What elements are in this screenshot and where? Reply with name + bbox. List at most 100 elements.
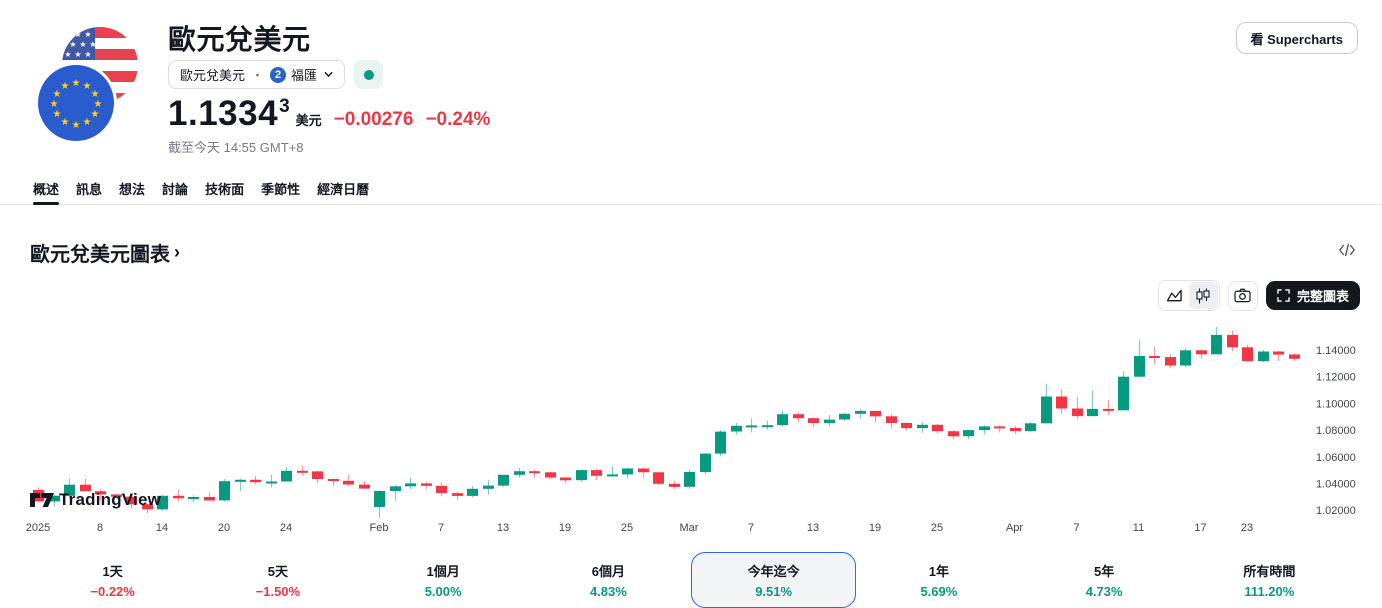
candle-body bbox=[607, 474, 618, 477]
area-chart-icon[interactable] bbox=[1160, 282, 1189, 309]
svg-text:★: ★ bbox=[69, 40, 76, 49]
candle-body bbox=[142, 504, 153, 510]
candlestick-chart[interactable]: 1.14000 1.12000 1.10000 1.08000 1.06000 1.040… bbox=[0, 300, 1382, 545]
source-separator: ・ bbox=[251, 68, 265, 83]
full-chart-label: 完整圖表 bbox=[1296, 289, 1349, 304]
x-axis-label: 23 bbox=[1241, 522, 1253, 534]
candle-body bbox=[917, 424, 928, 429]
page-title: 歐元兌美元 bbox=[168, 24, 311, 55]
price-currency: 美元 bbox=[295, 113, 322, 128]
svg-text:★: ★ bbox=[74, 30, 81, 39]
candle-body bbox=[95, 491, 106, 495]
range-label: 5天 bbox=[267, 564, 288, 579]
tab-item[interactable]: 想法 bbox=[119, 182, 146, 197]
range-change-value: 9.51% bbox=[755, 584, 793, 599]
candle-body bbox=[1258, 351, 1269, 362]
range-button[interactable]: 1天 −0.22% bbox=[30, 552, 195, 608]
candle-body bbox=[126, 496, 137, 505]
price-block: 1.1334 3 美元 −0.00276 −0.24% bbox=[168, 94, 490, 134]
candle-body bbox=[994, 426, 1005, 429]
range-change-value: 5.00% bbox=[424, 584, 462, 599]
candle-body bbox=[653, 472, 664, 484]
candle-body bbox=[560, 477, 571, 481]
svg-text:★: ★ bbox=[89, 40, 96, 49]
tab-item[interactable]: 討論 bbox=[162, 182, 189, 197]
y-axis-label: 1.04000 bbox=[1316, 479, 1356, 491]
tab-item[interactable]: 概述 bbox=[33, 179, 60, 205]
tab-item[interactable]: 季節性 bbox=[261, 182, 301, 197]
candle-body bbox=[793, 414, 804, 419]
candle-body bbox=[622, 468, 633, 475]
price-timestamp: 截至今天 14:55 GMT+8 bbox=[168, 140, 304, 155]
candle-body bbox=[762, 425, 773, 428]
candle-body bbox=[328, 479, 339, 481]
symbol-source-dropdown[interactable]: 歐元兌美元 ・ 2 福匯 bbox=[168, 60, 346, 89]
range-button[interactable]: 1年 5.69% bbox=[856, 552, 1021, 608]
tab-item[interactable]: 訊息 bbox=[76, 182, 103, 197]
candle-body bbox=[979, 426, 990, 431]
candle-body bbox=[452, 493, 463, 496]
candle-body bbox=[870, 410, 881, 417]
candle-body bbox=[932, 424, 943, 432]
candle-body bbox=[839, 413, 850, 420]
candle-body bbox=[343, 480, 354, 485]
candle-body bbox=[235, 479, 246, 482]
price-change-abs: −0.00276 bbox=[333, 109, 414, 130]
range-button[interactable]: 1個月 5.00% bbox=[361, 552, 526, 608]
range-change-value: 111.20% bbox=[1244, 584, 1295, 599]
tab-item[interactable]: 技術面 bbox=[205, 182, 245, 197]
svg-text:★: ★ bbox=[84, 50, 91, 59]
y-axis-label: 1.10000 bbox=[1316, 398, 1356, 410]
embed-code-icon[interactable] bbox=[1338, 242, 1356, 258]
candle-body bbox=[1118, 376, 1129, 411]
candle-body bbox=[1087, 408, 1098, 417]
full-chart-button[interactable]: 完整圖表 bbox=[1265, 281, 1360, 310]
range-button[interactable]: 5年 4.73% bbox=[1022, 552, 1187, 608]
range-label: 今年迄今 bbox=[747, 564, 800, 579]
tab-item[interactable]: 經濟日曆 bbox=[317, 182, 370, 197]
candlestick-chart-icon[interactable] bbox=[1188, 282, 1218, 309]
x-axis-label: 19 bbox=[559, 522, 571, 534]
candle-body bbox=[281, 470, 292, 482]
supercharts-button[interactable]: 看 Supercharts bbox=[1235, 22, 1358, 54]
x-axis-label: 7 bbox=[1073, 522, 1079, 534]
candle-body bbox=[886, 416, 897, 423]
x-axis-label: 13 bbox=[807, 522, 819, 534]
range-button[interactable]: 所有時間 111.20% bbox=[1187, 552, 1352, 608]
candle-body bbox=[1134, 356, 1145, 377]
camera-snapshot-button[interactable] bbox=[1227, 280, 1258, 311]
x-axis-label: Mar bbox=[680, 522, 699, 534]
svg-text:★: ★ bbox=[91, 109, 100, 120]
x-axis-label: 11 bbox=[1133, 522, 1144, 534]
candle-body bbox=[1196, 350, 1207, 355]
chart-toolbar: 完整圖表 bbox=[1157, 280, 1360, 311]
camera-icon bbox=[1234, 288, 1252, 303]
candle-body bbox=[483, 485, 494, 489]
fxcm-logo-icon: 2 bbox=[270, 66, 287, 83]
chevron-down-icon bbox=[324, 71, 333, 78]
candle-body bbox=[669, 483, 680, 487]
candle-body bbox=[436, 485, 447, 494]
candle-body bbox=[157, 495, 168, 510]
date-range-bar: 1天 −0.22% 5天 −1.50% 1個月 5.00% 6個月 4.83% 今年迄今 9.51… bbox=[0, 552, 1382, 608]
x-axis-label: Feb bbox=[370, 522, 389, 534]
candle-body bbox=[421, 483, 432, 486]
candle-body bbox=[948, 431, 959, 437]
candle-body bbox=[1025, 423, 1036, 431]
candle-body bbox=[80, 484, 91, 492]
range-button[interactable]: 5天 −1.50% bbox=[195, 552, 360, 608]
chart-section-title-link[interactable]: 歐元兌美元圖表 › bbox=[30, 238, 180, 267]
candle-body bbox=[731, 425, 742, 432]
svg-text:★: ★ bbox=[79, 40, 86, 49]
tradingview-watermark-text: TradingView bbox=[59, 490, 162, 509]
candle-body bbox=[250, 479, 261, 483]
range-button[interactable]: 6個月 4.83% bbox=[526, 552, 691, 608]
candle-body bbox=[638, 468, 649, 473]
candle-body bbox=[808, 418, 819, 423]
svg-text:★: ★ bbox=[94, 99, 103, 110]
candle-body bbox=[467, 488, 478, 496]
chart-section-title: 歐元兌美元圖表 bbox=[30, 244, 170, 266]
eur-usd-flags-icon: ★ ★ ★ ★ ★ ★ ★ ★ ★ ★ ★ ★ ★ ★ ★ ★ ★ ★ ★ ★ ★ bbox=[33, 26, 141, 144]
x-axis-label: 14 bbox=[156, 522, 168, 534]
range-button[interactable]: 今年迄今 9.51% bbox=[691, 552, 857, 608]
